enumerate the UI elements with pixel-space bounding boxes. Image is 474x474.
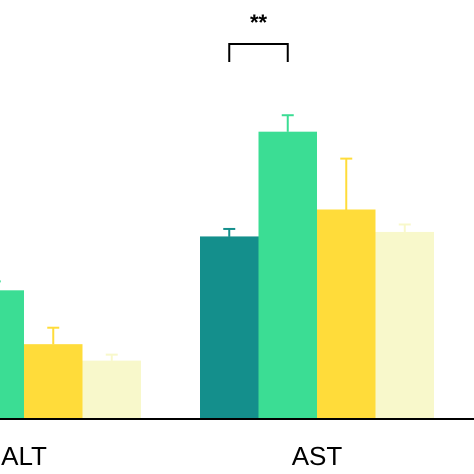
bar-ast-series-2 [258, 131, 317, 419]
error-bars-layer [0, 114, 411, 361]
significance-bracket [228, 43, 289, 62]
bar-ast-series-3 [317, 209, 376, 419]
x-tick-label-ast: AST [292, 441, 343, 471]
significance-label: ** [250, 10, 268, 35]
x-tick-label-alt: ALT [1, 441, 47, 471]
bar-alt-series-3 [24, 344, 83, 419]
x-ticks-layer: ALT AST [1, 441, 342, 471]
significance-layer: ** [228, 10, 289, 62]
bar-alt-series-2 [0, 290, 24, 419]
bars-layer [0, 131, 434, 419]
bar-ast-series-1 [200, 236, 259, 419]
bar-ast-series-4 [375, 231, 434, 419]
bar-alt-series-4 [82, 360, 141, 419]
